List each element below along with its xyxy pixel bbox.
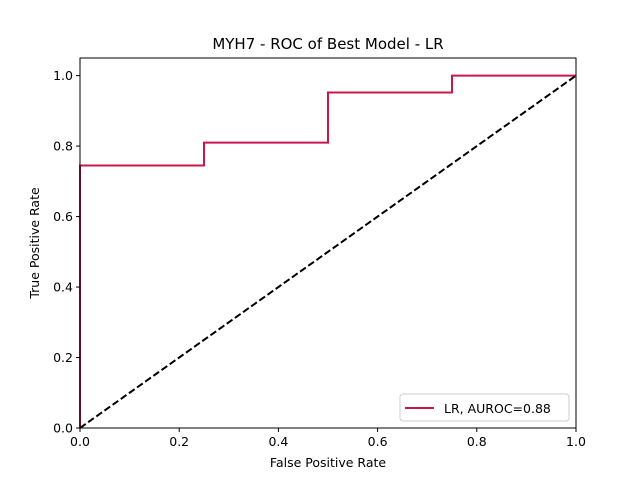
- chance-diagonal-line: [79, 74, 577, 429]
- x-axis-label: False Positive Rate: [270, 455, 386, 470]
- y-tick-label: 0.6: [53, 209, 73, 224]
- roc-curve-line: [79, 74, 576, 428]
- legend-label: LR, AUROC=0.88: [444, 401, 551, 416]
- x-tick-label: 0.4: [268, 434, 288, 449]
- x-tick-label: 0.2: [169, 434, 189, 449]
- legend-box: [399, 393, 570, 422]
- y-tick-label: 0.4: [53, 280, 73, 295]
- x-tick-label: 0.8: [467, 434, 487, 449]
- y-axis-label: True Positive Rate: [27, 187, 42, 300]
- y-axis-ticks: 0.0 0.2 0.4 0.6 0.8 1.0: [53, 68, 80, 436]
- x-axis-ticks: 0.0 0.2 0.4 0.6 0.8 1.0: [70, 428, 586, 449]
- chart-title: MYH7 - ROC of Best Model - LR: [212, 35, 443, 53]
- plot-frame: [79, 57, 577, 429]
- x-tick-label: 0.0: [70, 434, 90, 449]
- y-tick-label: 1.0: [53, 68, 73, 83]
- y-tick-label: 0.2: [53, 350, 73, 365]
- x-tick-label: 1.0: [566, 434, 586, 449]
- legend: LR, AUROC=0.88: [399, 393, 570, 422]
- y-tick-label: 0.8: [53, 139, 73, 154]
- x-tick-label: 0.6: [368, 434, 388, 449]
- y-tick-label: 0.0: [53, 421, 73, 436]
- plot-lines: [79, 74, 577, 429]
